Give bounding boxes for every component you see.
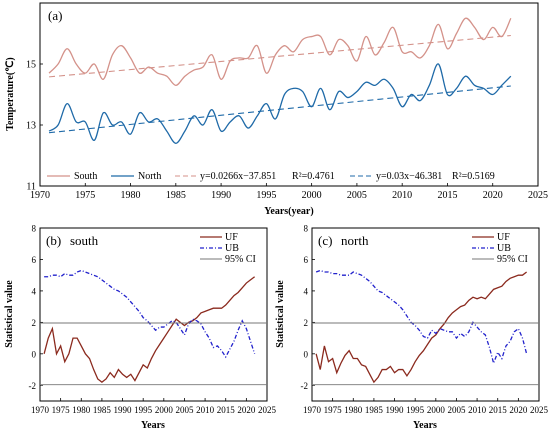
panel-c-ylabel: Statistical value (275, 280, 286, 348)
legend-label-ub: UB (497, 243, 511, 254)
y-tick-label: 15 (26, 60, 36, 71)
y-tick-label: 4 (32, 286, 37, 296)
x-tick-label: 2000 (427, 405, 446, 415)
x-tick-label: 2015 (217, 405, 236, 415)
legend-label-south-r2: R²=0.4761 (292, 171, 335, 182)
x-tick-label: 1975 (75, 190, 95, 201)
x-tick-label: 2025 (258, 405, 277, 415)
panel-a-legend: South North y=0.0266x−37.851 R²=0.4761 y… (47, 171, 495, 182)
y-tick-label: 4 (304, 286, 309, 296)
y-tick-label: 0 (32, 349, 37, 359)
panel-b-title: south (70, 233, 99, 248)
y-tick-label: 2 (304, 318, 309, 328)
panel-a-frame (39, 2, 539, 187)
panel-c-xlabel: Years (413, 420, 437, 431)
panel-c-label: (c) (318, 233, 332, 248)
panel-b-ylabel: Statistical value (4, 280, 15, 348)
y-tick-label: 6 (304, 255, 309, 265)
series-line-uf (43, 276, 256, 383)
panel-a: (a) 1970 1975 1980 1985 1990 1995 2000 2005 2010… (5, 2, 548, 217)
x-tick-label: 2010 (468, 405, 487, 415)
panel-c: (c) north 1970 1975 1980 1985 1990 1995 2000 20… (275, 224, 549, 432)
y-tick-label: 0 (304, 349, 309, 359)
legend-label-uf: UF (225, 232, 238, 243)
legend-label-north-trend: y=0.03x−46.381 (376, 171, 442, 182)
y-tick-label: -2 (301, 381, 309, 391)
panel-a-lines (48, 17, 512, 144)
x-tick-label: 1980 (72, 405, 91, 415)
legend-label-ub: UB (225, 243, 239, 254)
panel-c-frame (311, 227, 540, 402)
x-tick-label: 2020 (483, 190, 503, 201)
legend-label-uf: UF (497, 232, 510, 243)
x-tick-label: 1980 (344, 405, 363, 415)
x-tick-label: 1985 (166, 190, 186, 201)
y-tick-label: 6 (32, 255, 37, 265)
panel-a-ticks: 1970 1975 1980 1985 1990 1995 2000 2005 2010 2015… (26, 60, 548, 202)
x-tick-label: 2015 (489, 405, 508, 415)
x-tick-label: 1990 (386, 405, 405, 415)
x-tick-label: 2005 (447, 405, 466, 415)
panel-c-lines (312, 269, 539, 386)
panel-b: (b) south 1970 1975 1980 1985 1990 1995 2000 20… (4, 224, 277, 432)
x-tick-label: 1995 (256, 190, 276, 201)
legend-label-north-r2: R²=0.5169 (452, 171, 495, 182)
x-tick-label: 1995 (134, 405, 153, 415)
panel-b-xlabel: Years (141, 420, 165, 431)
panel-a-ylabel: Temperature(℃) (5, 57, 16, 130)
panel-b-frame (39, 227, 268, 402)
panel-c-legend: UF UB 95% CI (468, 231, 536, 266)
legend-label-south-trend: y=0.0266x−37.851 (200, 171, 276, 182)
x-tick-label: 2020 (509, 405, 528, 415)
x-tick-label: 2025 (530, 405, 549, 415)
x-tick-label: 2010 (392, 190, 412, 201)
y-tick-label: 13 (26, 121, 36, 132)
x-tick-label: 2010 (196, 405, 215, 415)
x-tick-label: 1975 (324, 405, 343, 415)
legend-label-ci: 95% CI (225, 254, 256, 265)
x-tick-label: 2000 (302, 190, 322, 201)
panel-b-legend: UF UB 95% CI (196, 231, 264, 266)
panel-b-label: (b) (46, 233, 61, 248)
x-tick-label: 1970 (303, 405, 322, 415)
series-line-south (48, 17, 512, 87)
y-tick-label: 11 (26, 182, 36, 193)
trend-line-y-0-0266x-37-851 (49, 34, 511, 78)
panel-b-ticks: 1970 1975 1980 1985 1990 1995 2000 2005 2010 2015… (29, 224, 277, 416)
series-line-north (48, 63, 512, 144)
panel-c-ticks: 1970 1975 1980 1985 1990 1995 2000 2005 2010 2015… (301, 224, 549, 416)
x-tick-label: 1985 (93, 405, 112, 415)
x-tick-label: 1980 (121, 190, 141, 201)
panel-b-lines (40, 269, 267, 386)
x-tick-label: 1985 (365, 405, 384, 415)
series-line-ub (315, 269, 528, 366)
series-line-ub (44, 269, 256, 359)
x-tick-label: 2020 (237, 405, 256, 415)
y-tick-label: 8 (304, 224, 309, 234)
x-tick-label: 2015 (437, 190, 457, 201)
x-tick-label: 1970 (31, 405, 50, 415)
series-line-uf (315, 271, 528, 384)
legend-label-south: South (74, 171, 97, 182)
x-tick-label: 1975 (52, 405, 71, 415)
x-tick-label: 1970 (30, 190, 50, 201)
panel-a-xlabel: Years(year) (264, 206, 313, 217)
trend-line-y-0-03x-46-381 (48, 85, 511, 134)
x-tick-label: 2005 (347, 190, 367, 201)
y-tick-label: 8 (32, 224, 37, 234)
legend-label-ci: 95% CI (497, 254, 528, 265)
x-tick-label: 1990 (211, 190, 231, 201)
x-tick-label: 1995 (406, 405, 425, 415)
x-tick-label: 1990 (114, 405, 133, 415)
y-tick-label: -2 (29, 381, 37, 391)
panel-c-title: north (341, 233, 369, 248)
x-tick-label: 2000 (155, 405, 174, 415)
y-tick-label: 2 (32, 318, 37, 328)
legend-label-north: North (138, 171, 161, 182)
x-tick-label: 2005 (175, 405, 194, 415)
panel-a-label: (a) (48, 8, 62, 23)
x-tick-label: 2025 (528, 190, 548, 201)
